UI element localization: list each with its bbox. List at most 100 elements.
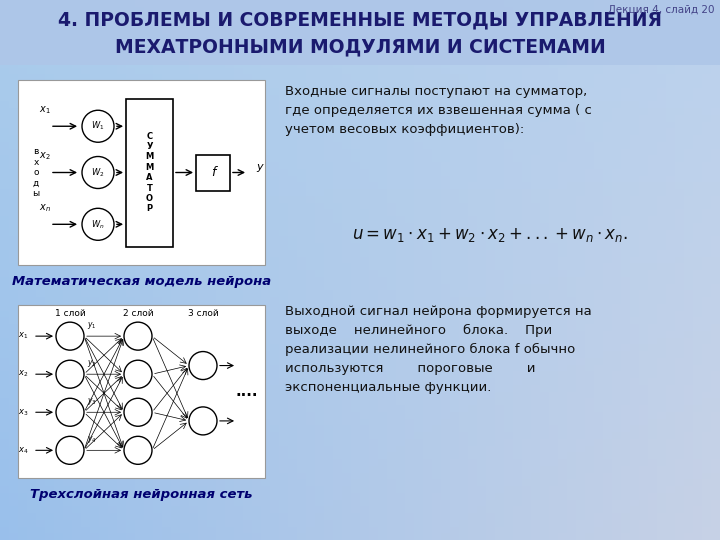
Bar [621,128,630,135]
Bar [45,183,54,189]
Bar [513,392,522,399]
Bar [522,372,531,378]
Bar [360,14,369,20]
Bar [216,122,225,128]
Bar [144,438,153,445]
Bar [117,411,126,418]
Bar [207,411,216,418]
Bar [639,40,648,47]
Bar [162,418,171,426]
Bar [648,256,657,263]
Bar [459,303,468,310]
Bar [603,324,612,330]
Bar [18,249,27,256]
Bar [369,54,378,60]
Bar [585,141,594,149]
Bar [486,74,495,81]
Bar [378,330,387,338]
Bar [306,87,315,94]
Bar [513,526,522,534]
Bar [297,472,306,480]
Bar [198,338,207,345]
Bar [27,141,36,149]
Bar [9,330,18,338]
Bar [45,40,54,47]
Bar [144,148,153,156]
Bar [333,519,342,526]
Bar [234,426,243,432]
Bar [324,486,333,492]
Bar [567,284,576,291]
Bar [81,465,90,472]
Bar [243,47,252,54]
Bar [90,534,99,540]
Bar [576,405,585,411]
Bar [99,399,108,405]
Bar [477,14,486,20]
Bar [549,303,558,310]
Bar [333,270,342,276]
Bar [585,195,594,202]
Bar [0,399,9,405]
Bar [549,480,558,486]
Bar [54,20,63,27]
Bar [315,40,324,47]
Bar [54,405,63,411]
Bar [171,94,180,102]
Bar [189,372,198,378]
Bar [630,465,639,472]
Bar [189,378,198,384]
Bar [666,459,675,465]
Bar [63,249,72,256]
Bar [108,411,117,418]
Bar [396,507,405,513]
Bar [36,486,45,492]
Bar [9,81,18,87]
Bar [180,68,189,74]
Bar [333,81,342,87]
Bar [630,14,639,20]
Bar [207,237,216,243]
Bar [567,303,576,310]
Bar [144,426,153,432]
Bar [531,230,540,237]
Bar [486,453,495,459]
Bar [504,60,513,68]
Bar [702,453,711,459]
Bar [369,243,378,249]
Bar [351,291,360,297]
Bar [585,357,594,364]
Bar [27,324,36,330]
Bar [522,20,531,27]
Bar [225,148,234,156]
Bar [54,14,63,20]
Bar [135,426,144,432]
Bar [621,411,630,418]
Bar [540,465,549,472]
Bar [585,426,594,432]
Bar [432,345,441,351]
Bar [54,399,63,405]
Bar [324,263,333,270]
Bar [594,54,603,60]
Bar [9,148,18,156]
Bar [468,513,477,519]
Bar [189,27,198,33]
Bar [405,317,414,324]
Bar [342,108,351,115]
Bar [702,364,711,372]
Bar [711,345,720,351]
Bar [504,27,513,33]
Bar [693,405,702,411]
Bar [99,384,108,391]
Bar [540,189,549,195]
Bar [414,351,423,357]
Bar [144,209,153,216]
Bar [171,128,180,135]
Bar [387,249,396,256]
Bar [558,20,567,27]
Bar [513,195,522,202]
Bar [684,345,693,351]
Bar [522,263,531,270]
Bar [297,486,306,492]
